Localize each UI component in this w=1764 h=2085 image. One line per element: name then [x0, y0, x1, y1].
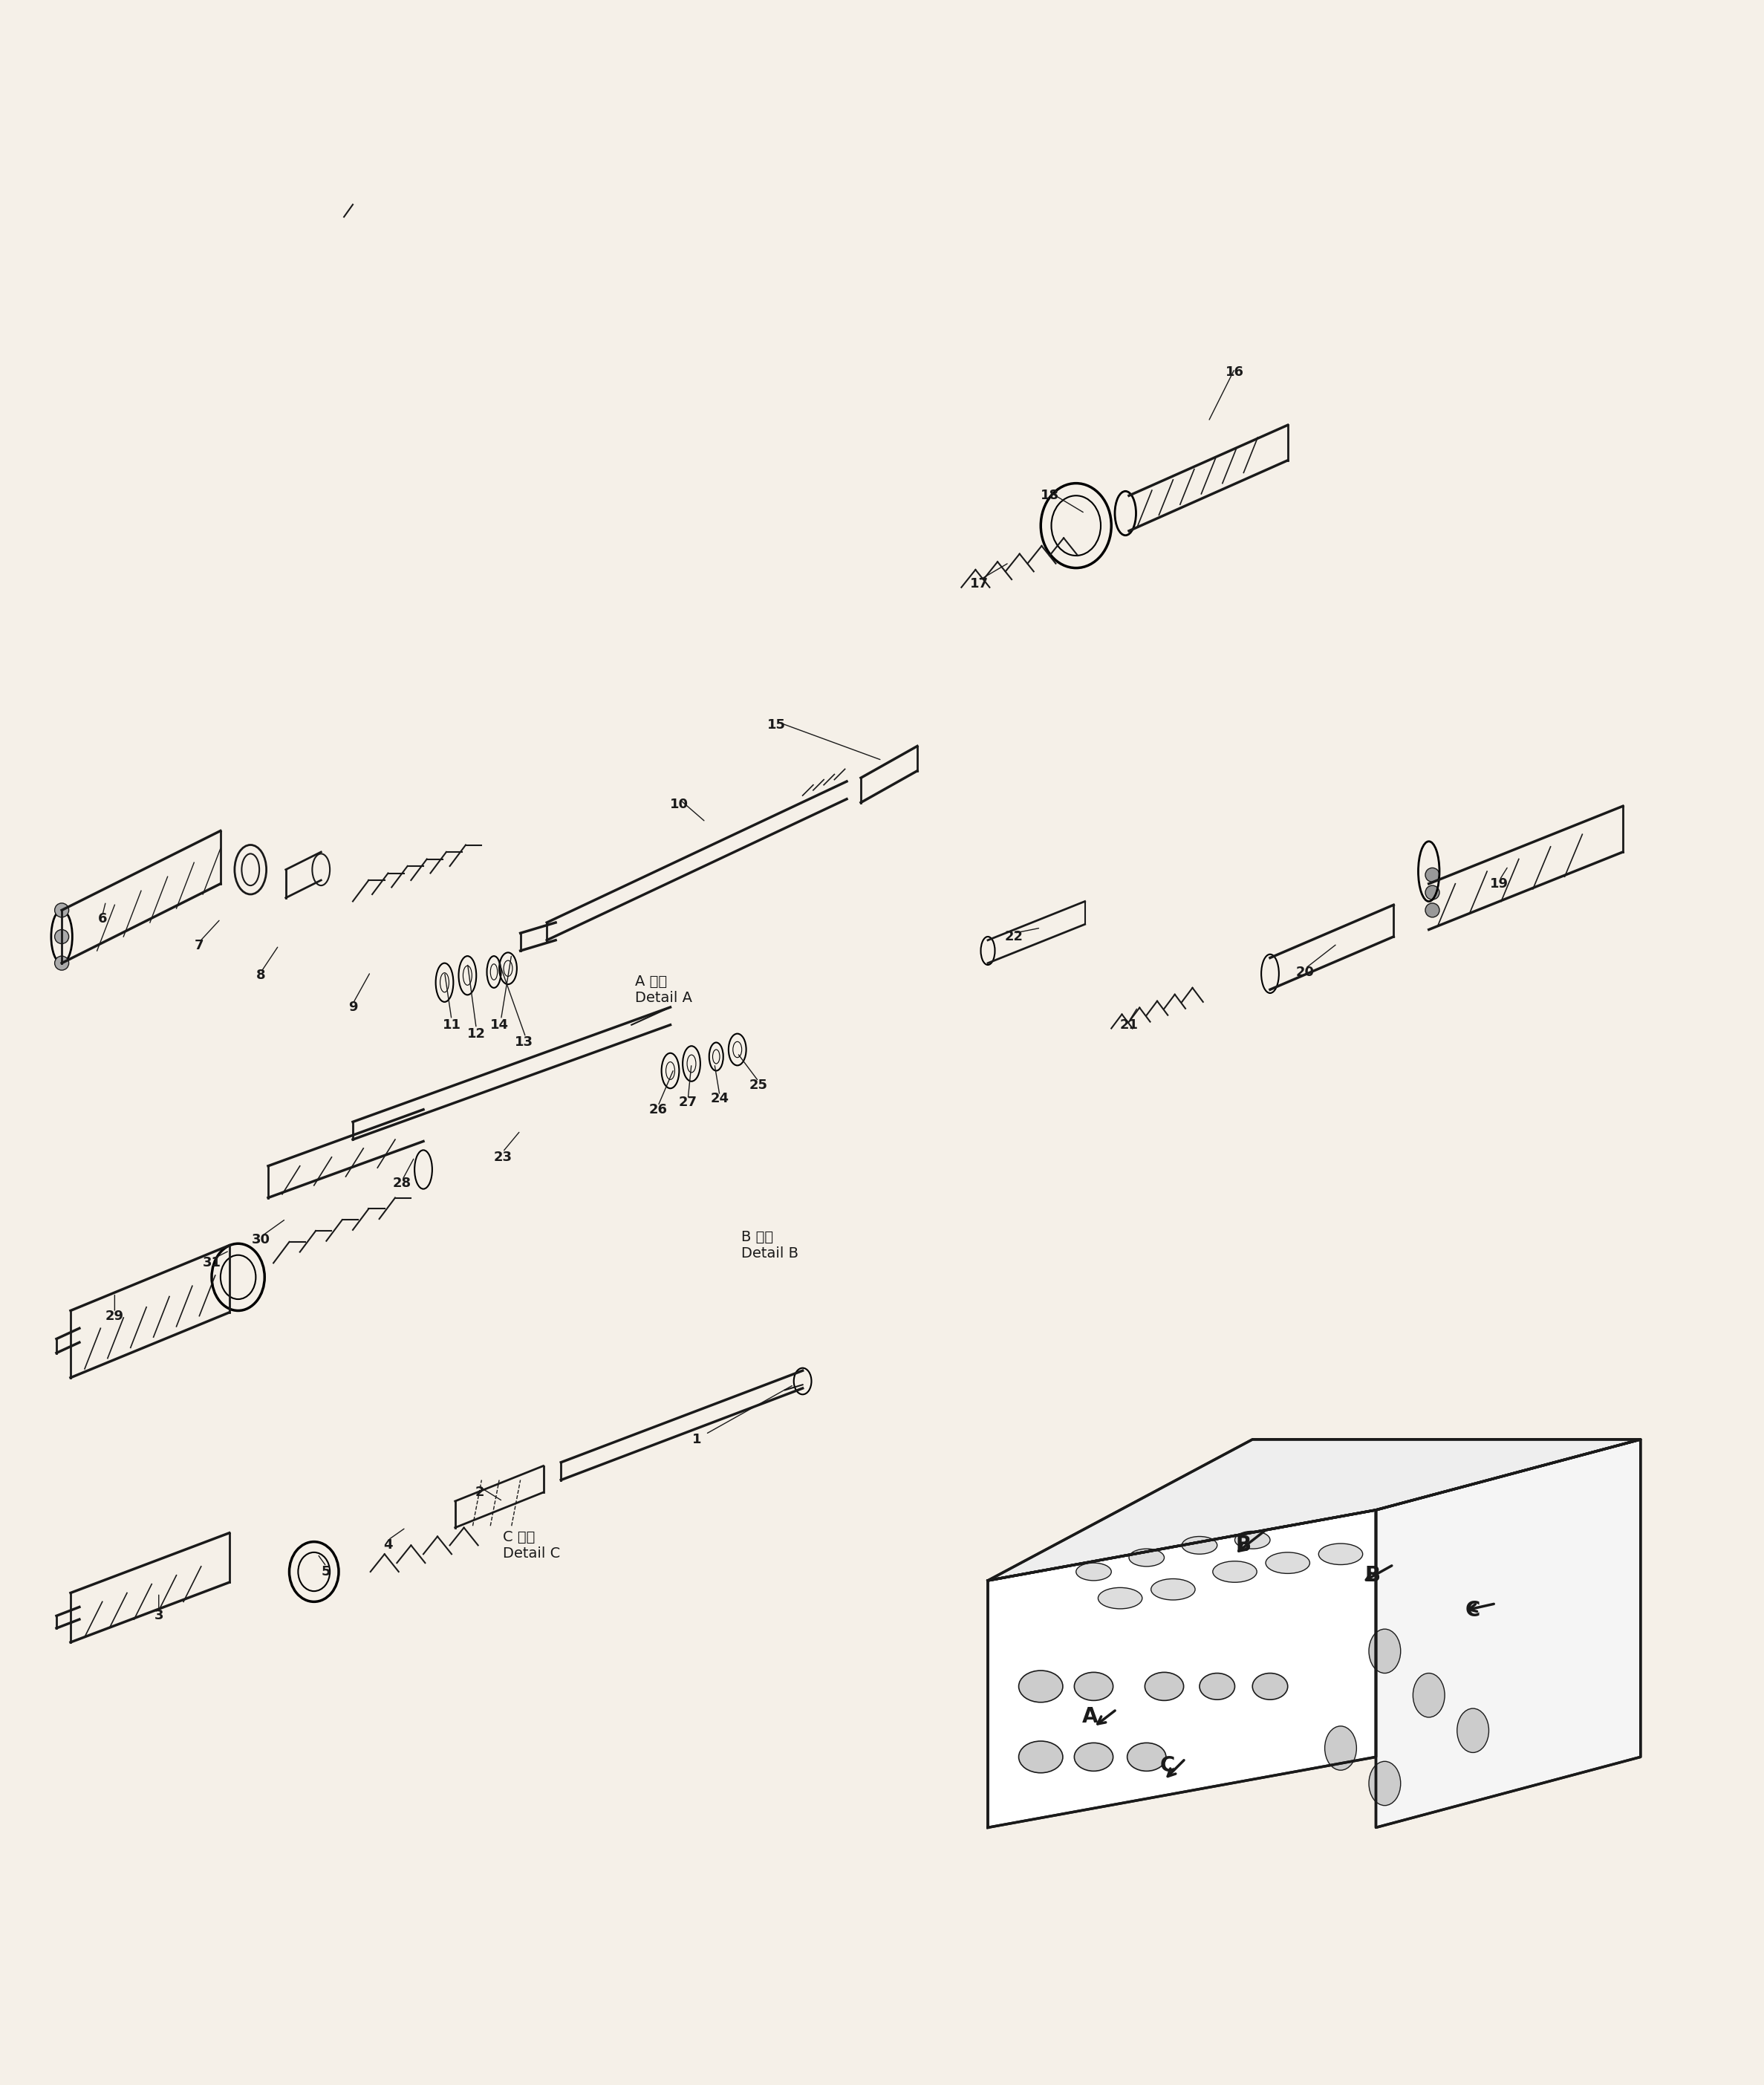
Text: 31: 31	[203, 1257, 220, 1270]
Ellipse shape	[1127, 1743, 1166, 1770]
Circle shape	[55, 957, 69, 970]
Text: 29: 29	[106, 1309, 123, 1322]
Text: B: B	[1365, 1566, 1379, 1587]
Text: 8: 8	[256, 970, 266, 982]
Ellipse shape	[1267, 1553, 1309, 1574]
Text: A 詳細
Detail A: A 詳細 Detail A	[635, 974, 691, 1005]
Ellipse shape	[1129, 1549, 1164, 1566]
Text: C: C	[1466, 1599, 1480, 1620]
Text: 26: 26	[649, 1103, 667, 1115]
Text: 23: 23	[494, 1151, 512, 1163]
Ellipse shape	[1235, 1530, 1270, 1549]
Text: 30: 30	[252, 1234, 270, 1247]
Ellipse shape	[1097, 1587, 1143, 1610]
Ellipse shape	[1074, 1672, 1113, 1701]
Text: 10: 10	[670, 799, 688, 811]
Ellipse shape	[1369, 1762, 1401, 1806]
Text: 21: 21	[1120, 1017, 1138, 1032]
Ellipse shape	[1214, 1562, 1256, 1583]
Ellipse shape	[1457, 1708, 1489, 1753]
Text: 17: 17	[970, 578, 988, 590]
Text: 9: 9	[348, 1001, 358, 1013]
Text: 28: 28	[393, 1176, 411, 1191]
Text: 5: 5	[321, 1566, 332, 1578]
Polygon shape	[988, 1510, 1376, 1829]
Ellipse shape	[1152, 1578, 1196, 1599]
Ellipse shape	[1319, 1543, 1364, 1564]
Ellipse shape	[1020, 1670, 1062, 1701]
Text: 13: 13	[515, 1036, 533, 1049]
Text: 11: 11	[443, 1017, 460, 1032]
Ellipse shape	[1413, 1672, 1445, 1718]
Text: 22: 22	[1005, 930, 1023, 942]
Text: 15: 15	[767, 717, 785, 732]
Text: 12: 12	[467, 1028, 485, 1040]
Text: C: C	[1161, 1756, 1175, 1776]
Text: 7: 7	[194, 938, 205, 953]
Ellipse shape	[1369, 1628, 1401, 1672]
Text: 24: 24	[711, 1093, 729, 1105]
Ellipse shape	[1325, 1726, 1357, 1770]
Ellipse shape	[1182, 1537, 1217, 1553]
Circle shape	[1425, 903, 1439, 917]
Circle shape	[55, 930, 69, 945]
Circle shape	[1425, 886, 1439, 899]
Ellipse shape	[1145, 1672, 1184, 1701]
Ellipse shape	[1074, 1743, 1113, 1770]
Text: 2: 2	[475, 1487, 485, 1499]
Text: B 詳細
Detail B: B 詳細 Detail B	[741, 1230, 797, 1261]
Text: 3: 3	[153, 1610, 164, 1622]
Text: C 詳細
Detail C: C 詳細 Detail C	[503, 1530, 561, 1560]
Polygon shape	[988, 1439, 1641, 1580]
Text: 25: 25	[750, 1078, 767, 1093]
Circle shape	[1425, 867, 1439, 882]
Text: 19: 19	[1491, 878, 1508, 890]
Text: 1: 1	[691, 1432, 702, 1447]
Circle shape	[55, 903, 69, 917]
Text: 6: 6	[97, 913, 108, 926]
Text: 16: 16	[1226, 365, 1244, 379]
Polygon shape	[1376, 1439, 1641, 1829]
Ellipse shape	[1200, 1672, 1235, 1699]
Text: 20: 20	[1297, 965, 1314, 978]
Text: A: A	[1081, 1706, 1099, 1726]
Text: 4: 4	[383, 1539, 393, 1551]
Ellipse shape	[1252, 1672, 1288, 1699]
Ellipse shape	[1076, 1564, 1111, 1580]
Ellipse shape	[1020, 1741, 1062, 1772]
Text: 18: 18	[1041, 490, 1058, 502]
Text: B: B	[1237, 1535, 1251, 1555]
Text: 14: 14	[490, 1017, 508, 1032]
Text: 27: 27	[679, 1097, 697, 1109]
